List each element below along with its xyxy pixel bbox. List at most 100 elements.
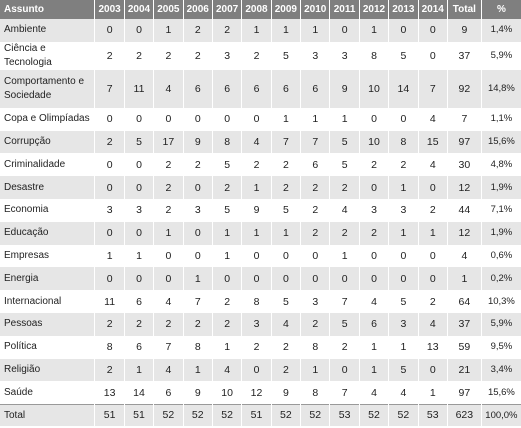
row-total-cell: 59 bbox=[446, 335, 482, 359]
year-count-cell: 5 bbox=[270, 290, 301, 313]
year-count-cell: 1 bbox=[300, 19, 330, 42]
year-count-cell: 4 bbox=[211, 358, 242, 382]
year-count-cell: 6 bbox=[300, 153, 330, 177]
year-count-cell: 1 bbox=[241, 221, 272, 245]
column-header-year: 2004 bbox=[123, 0, 154, 19]
year-count-cell: 7 bbox=[94, 69, 125, 108]
year-count-cell: 5 bbox=[211, 198, 242, 222]
table-row: Empresas 1 1 0 0 1 0 0 0 1 0 0 0 4 0,6% bbox=[0, 244, 521, 268]
year-count-cell: 6 bbox=[211, 69, 242, 108]
year-count-cell: 2 bbox=[153, 198, 184, 222]
year-count-cell: 12 bbox=[241, 381, 272, 405]
year-count-cell: 11 bbox=[123, 69, 154, 108]
column-header-year: 2014 bbox=[417, 0, 448, 19]
year-count-cell: 1 bbox=[270, 221, 301, 245]
year-count-cell: 4 bbox=[358, 381, 389, 405]
column-header-year: 2007 bbox=[211, 0, 242, 19]
row-percent-cell: 10,3% bbox=[480, 290, 521, 313]
year-count-cell: 0 bbox=[123, 267, 154, 291]
year-count-cell: 4 bbox=[417, 153, 448, 177]
year-count-cell: 1 bbox=[329, 244, 360, 268]
year-count-cell: 1 bbox=[211, 244, 242, 268]
year-count-cell: 14 bbox=[123, 381, 154, 405]
row-total-cell: 7 bbox=[446, 107, 482, 131]
year-count-cell: 6 bbox=[123, 335, 154, 359]
total-row-cell: 52 bbox=[182, 404, 213, 427]
year-count-cell: 0 bbox=[211, 107, 242, 131]
year-count-cell: 0 bbox=[358, 244, 389, 268]
year-count-cell: 2 bbox=[300, 176, 330, 199]
year-count-cell: 3 bbox=[358, 198, 389, 222]
year-count-cell: 2 bbox=[270, 153, 301, 177]
year-count-cell: 0 bbox=[94, 221, 125, 245]
row-percent-cell: 3,4% bbox=[480, 358, 521, 382]
year-count-cell: 6 bbox=[153, 381, 184, 405]
year-count-cell: 2 bbox=[358, 153, 389, 177]
year-count-cell: 1 bbox=[94, 244, 125, 268]
row-subject-label: Saúde bbox=[4, 386, 33, 398]
row-subject-label: Pessoas bbox=[4, 318, 43, 330]
year-count-cell: 1 bbox=[300, 358, 330, 382]
row-percent-cell: 14,8% bbox=[480, 69, 521, 108]
year-count-cell: 5 bbox=[270, 198, 301, 222]
year-count-cell: 0 bbox=[358, 107, 389, 131]
row-total-cell: 37 bbox=[446, 312, 482, 336]
year-count-cell: 1 bbox=[211, 221, 242, 245]
year-count-cell: 5 bbox=[270, 41, 301, 70]
year-count-cell: 7 bbox=[270, 130, 301, 154]
row-percent-cell: 4,8% bbox=[480, 153, 521, 177]
year-count-cell: 0 bbox=[329, 358, 360, 382]
year-count-cell: 4 bbox=[329, 198, 360, 222]
row-percent-cell: 5,9% bbox=[480, 312, 521, 336]
year-count-cell: 0 bbox=[358, 267, 389, 291]
year-count-cell: 1 bbox=[270, 107, 301, 131]
column-header-year: 2011 bbox=[329, 0, 360, 19]
year-count-cell: 2 bbox=[329, 176, 360, 199]
table-row: Criminalidade 0 0 2 2 5 2 2 6 5 2 2 4 30 4,8% bbox=[0, 153, 521, 177]
column-header-year: 2008 bbox=[241, 0, 272, 19]
year-count-cell: 10 bbox=[211, 381, 242, 405]
year-count-cell: 0 bbox=[123, 221, 154, 245]
year-count-cell: 1 bbox=[182, 358, 213, 382]
year-count-cell: 1 bbox=[241, 176, 272, 199]
year-count-cell: 2 bbox=[417, 198, 448, 222]
year-count-cell: 8 bbox=[300, 335, 330, 359]
year-count-cell: 2 bbox=[211, 290, 242, 313]
year-count-cell: 4 bbox=[388, 381, 419, 405]
row-percent-cell: 5,9% bbox=[480, 41, 521, 70]
year-count-cell: 2 bbox=[270, 335, 301, 359]
year-count-cell: 0 bbox=[417, 19, 448, 42]
row-subject-label: Comportamento e Sociedade bbox=[4, 75, 85, 101]
year-count-cell: 0 bbox=[300, 244, 330, 268]
year-count-cell: 2 bbox=[241, 335, 272, 359]
row-percent-cell: 1,4% bbox=[480, 19, 521, 42]
year-count-cell: 9 bbox=[182, 381, 213, 405]
year-count-cell: 0 bbox=[417, 41, 448, 70]
row-percent-cell: 0,6% bbox=[480, 244, 521, 268]
year-count-cell: 6 bbox=[241, 69, 272, 108]
row-percent-cell: 1,9% bbox=[480, 176, 521, 199]
total-row: Total 51 51 52 52 52 51 52 52 53 52 52 5… bbox=[0, 404, 521, 427]
year-count-cell: 2 bbox=[182, 41, 213, 70]
year-count-cell: 6 bbox=[182, 69, 213, 108]
year-count-cell: 0 bbox=[211, 267, 242, 291]
year-count-cell: 1 bbox=[417, 381, 448, 405]
year-count-cell: 2 bbox=[211, 312, 242, 336]
year-count-cell: 1 bbox=[241, 19, 272, 42]
year-count-cell: 2 bbox=[329, 221, 360, 245]
row-total-cell: 4 bbox=[446, 244, 482, 268]
year-count-cell: 0 bbox=[123, 19, 154, 42]
row-subject-label: Energia bbox=[4, 272, 39, 284]
row-subject-label: Internacional bbox=[4, 295, 62, 307]
total-row-cell: 51 bbox=[123, 404, 154, 427]
row-percent-cell: 9,5% bbox=[480, 335, 521, 359]
year-count-cell: 1 bbox=[270, 19, 301, 42]
year-count-cell: 0 bbox=[270, 244, 301, 268]
table-row: Política 8 6 7 8 1 2 2 8 2 1 1 13 59 9,5% bbox=[0, 335, 521, 359]
year-count-cell: 0 bbox=[123, 153, 154, 177]
year-count-cell: 0 bbox=[182, 107, 213, 131]
year-count-cell: 0 bbox=[417, 176, 448, 199]
year-count-cell: 3 bbox=[182, 198, 213, 222]
row-subject-label: Desastre bbox=[4, 181, 45, 193]
table-row: Copa e Olimpíadas 0 0 0 0 0 0 1 1 1 0 0 4 7 1,1% bbox=[0, 107, 521, 131]
